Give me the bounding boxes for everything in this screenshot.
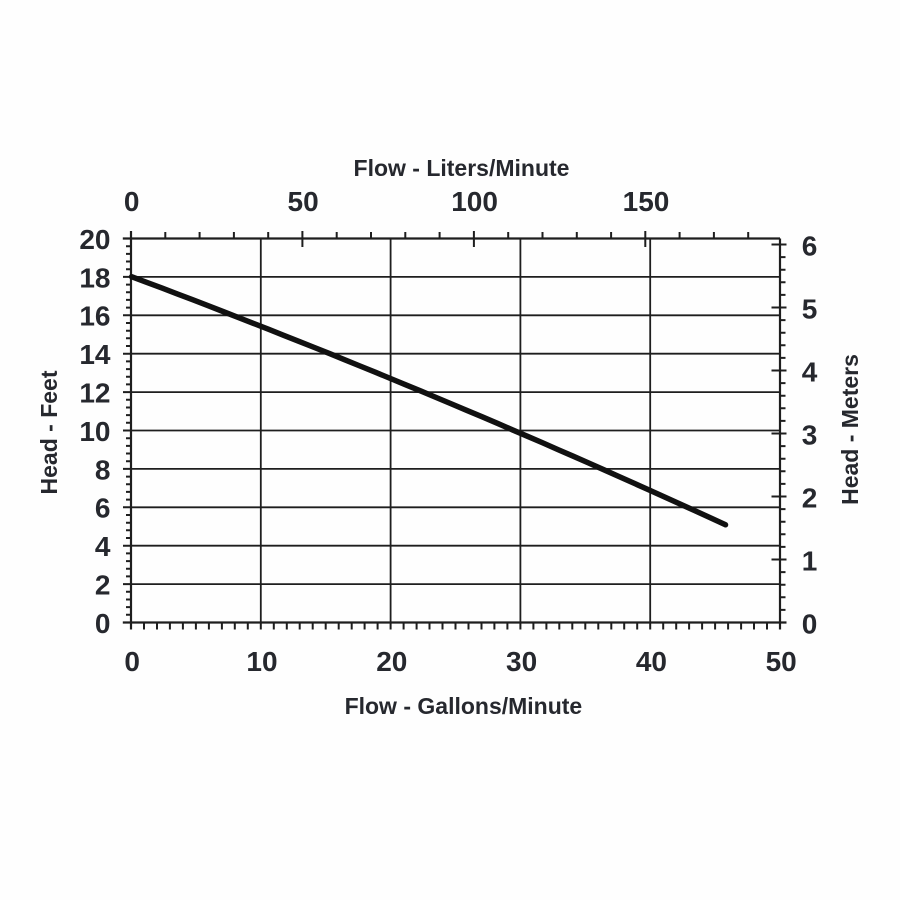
- svg-text:Head - Meters: Head - Meters: [837, 354, 863, 505]
- svg-text:20: 20: [376, 646, 407, 677]
- svg-text:0: 0: [124, 186, 140, 217]
- svg-text:16: 16: [79, 301, 110, 332]
- svg-text:4: 4: [95, 531, 111, 562]
- svg-text:50: 50: [766, 646, 797, 677]
- svg-text:12: 12: [79, 378, 110, 409]
- svg-text:8: 8: [95, 454, 111, 485]
- svg-text:50: 50: [288, 186, 319, 217]
- svg-text:Flow - Gallons/Minute: Flow - Gallons/Minute: [345, 693, 583, 719]
- svg-text:10: 10: [246, 646, 277, 677]
- svg-text:0: 0: [802, 608, 818, 639]
- svg-text:5: 5: [802, 293, 818, 324]
- svg-text:Head - Feet: Head - Feet: [36, 370, 62, 494]
- svg-text:6: 6: [802, 230, 818, 261]
- svg-text:14: 14: [79, 339, 111, 370]
- svg-text:0: 0: [95, 608, 111, 639]
- svg-text:1: 1: [802, 545, 818, 576]
- svg-text:6: 6: [95, 493, 111, 524]
- svg-text:20: 20: [79, 224, 110, 255]
- svg-text:150: 150: [623, 186, 670, 217]
- svg-text:Flow - Liters/Minute: Flow - Liters/Minute: [354, 155, 570, 181]
- svg-text:40: 40: [636, 646, 667, 677]
- svg-text:3: 3: [802, 419, 818, 450]
- svg-text:4: 4: [802, 356, 818, 387]
- svg-text:100: 100: [451, 186, 498, 217]
- svg-text:10: 10: [79, 416, 110, 447]
- svg-text:30: 30: [506, 646, 537, 677]
- svg-text:0: 0: [124, 646, 140, 677]
- svg-text:2: 2: [95, 570, 111, 601]
- svg-text:2: 2: [802, 482, 818, 513]
- svg-text:18: 18: [79, 262, 110, 293]
